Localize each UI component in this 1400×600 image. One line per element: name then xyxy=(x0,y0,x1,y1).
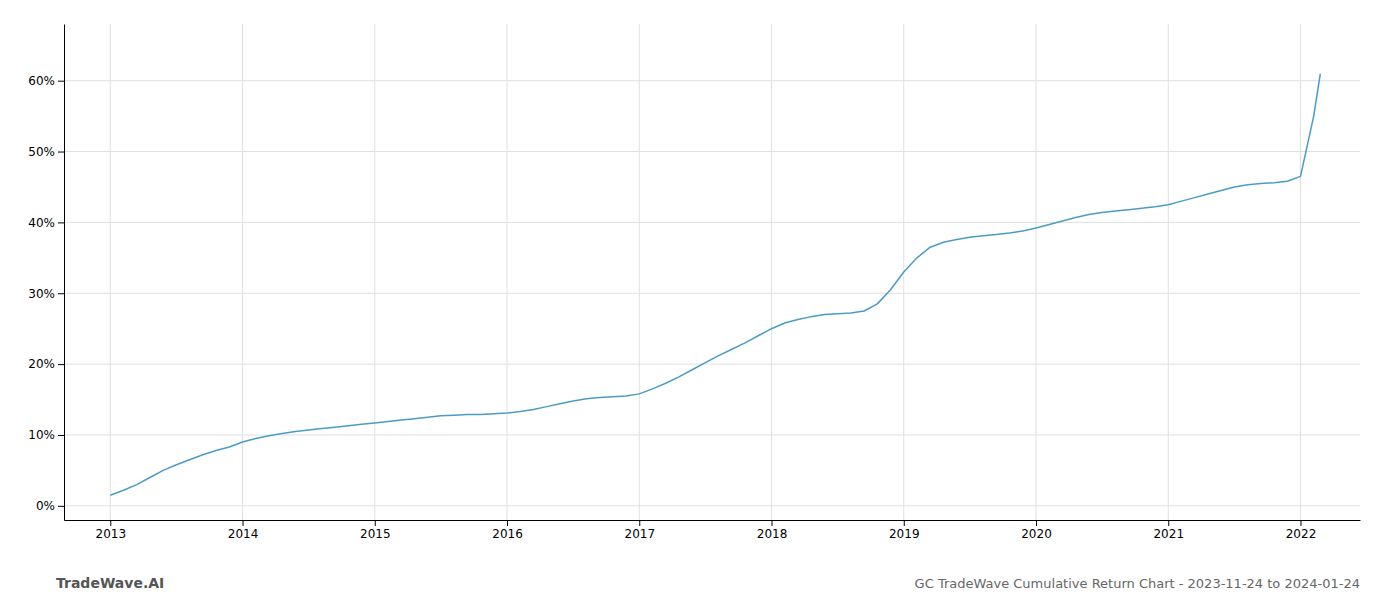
y-tick-label: 10% xyxy=(28,428,55,442)
y-tick: 30% xyxy=(28,287,64,301)
x-tick-mark xyxy=(1036,520,1037,526)
grid-line xyxy=(110,24,111,520)
grid-line xyxy=(242,24,243,520)
x-tick-mark xyxy=(772,520,773,526)
x-tick-mark xyxy=(1168,520,1169,526)
x-tick: 2015 xyxy=(360,520,391,541)
y-tick-mark xyxy=(58,152,64,153)
x-tick-mark xyxy=(243,520,244,526)
y-tick: 0% xyxy=(36,499,64,513)
x-tick-label: 2020 xyxy=(1021,527,1052,541)
x-tick-label: 2018 xyxy=(757,527,788,541)
x-tick: 2019 xyxy=(889,520,920,541)
y-tick-label: 50% xyxy=(28,145,55,159)
x-tick-mark xyxy=(110,520,111,526)
line xyxy=(110,74,1320,496)
grid-line xyxy=(374,24,375,520)
y-tick-mark xyxy=(58,293,64,294)
marks xyxy=(110,74,1320,496)
y-tick-label: 60% xyxy=(28,74,55,88)
x-tick: 2018 xyxy=(757,520,788,541)
y-axis: 0% 10% 20% 30% 40% 50% 60% xyxy=(28,25,64,521)
x-tick-mark xyxy=(1300,520,1301,526)
watermark: TradeWave.AI xyxy=(56,575,164,591)
y-tick: 50% xyxy=(28,145,64,159)
x-tick-mark xyxy=(375,520,376,526)
y-tick: 20% xyxy=(28,357,64,371)
grid-line xyxy=(1036,24,1037,520)
y-tick-label: 40% xyxy=(28,216,55,230)
x-tick-label: 2017 xyxy=(624,527,655,541)
x-tick-mark xyxy=(904,520,905,526)
y-axis-line xyxy=(64,25,65,521)
y-tick: 60% xyxy=(28,74,64,88)
x-tick-mark xyxy=(639,520,640,526)
y-tick-mark xyxy=(58,435,64,436)
grid-line xyxy=(507,24,508,520)
x-tick-label: 2019 xyxy=(889,527,920,541)
x-tick-label: 2013 xyxy=(96,527,127,541)
grid xyxy=(64,24,1360,520)
grid-line xyxy=(64,505,1360,506)
y-tick-mark xyxy=(58,81,64,82)
chart: 2013 2014 2015 2016 2017 2018 2019 2020 2021 2022… xyxy=(0,0,1400,600)
x-tick-label: 2021 xyxy=(1153,527,1184,541)
y-tick-mark xyxy=(58,364,64,365)
y-tick: 40% xyxy=(28,216,64,230)
plot: 2013 2014 2015 2016 2017 2018 2019 2020 2021 2022… xyxy=(28,24,1360,541)
x-tick: 2020 xyxy=(1021,520,1052,541)
grid-line xyxy=(64,80,1360,81)
x-axis: 2013 2014 2015 2016 2017 2018 2019 2020 2021 2022 xyxy=(65,520,1361,541)
grid-line xyxy=(64,222,1360,223)
y-tick-mark xyxy=(58,506,64,507)
grid-line xyxy=(64,434,1360,435)
y-tick: 10% xyxy=(28,428,64,442)
x-tick: 2013 xyxy=(96,520,127,541)
y-tick-mark xyxy=(58,222,64,223)
x-tick: 2017 xyxy=(624,520,655,541)
grid-line xyxy=(1168,24,1169,520)
grid-line xyxy=(1300,24,1301,520)
grid-line xyxy=(771,24,772,520)
y-tick-label: 0% xyxy=(36,499,55,513)
x-tick-label: 2015 xyxy=(360,527,391,541)
x-tick: 2021 xyxy=(1153,520,1184,541)
y-tick-label: 20% xyxy=(28,357,55,371)
x-tick: 2014 xyxy=(228,520,259,541)
grid-line xyxy=(64,364,1360,365)
x-tick-mark xyxy=(507,520,508,526)
grid-line xyxy=(639,24,640,520)
x-tick-label: 2016 xyxy=(492,527,523,541)
grid-line xyxy=(64,293,1360,294)
x-axis-line xyxy=(65,520,1361,521)
x-tick-label: 2022 xyxy=(1286,527,1317,541)
title: GC TradeWave Cumulative Return Chart - 2… xyxy=(915,576,1360,591)
x-tick: 2022 xyxy=(1286,520,1317,541)
y-tick-label: 30% xyxy=(28,287,55,301)
grid-line xyxy=(64,151,1360,152)
x-tick: 2016 xyxy=(492,520,523,541)
x-tick-label: 2014 xyxy=(228,527,259,541)
